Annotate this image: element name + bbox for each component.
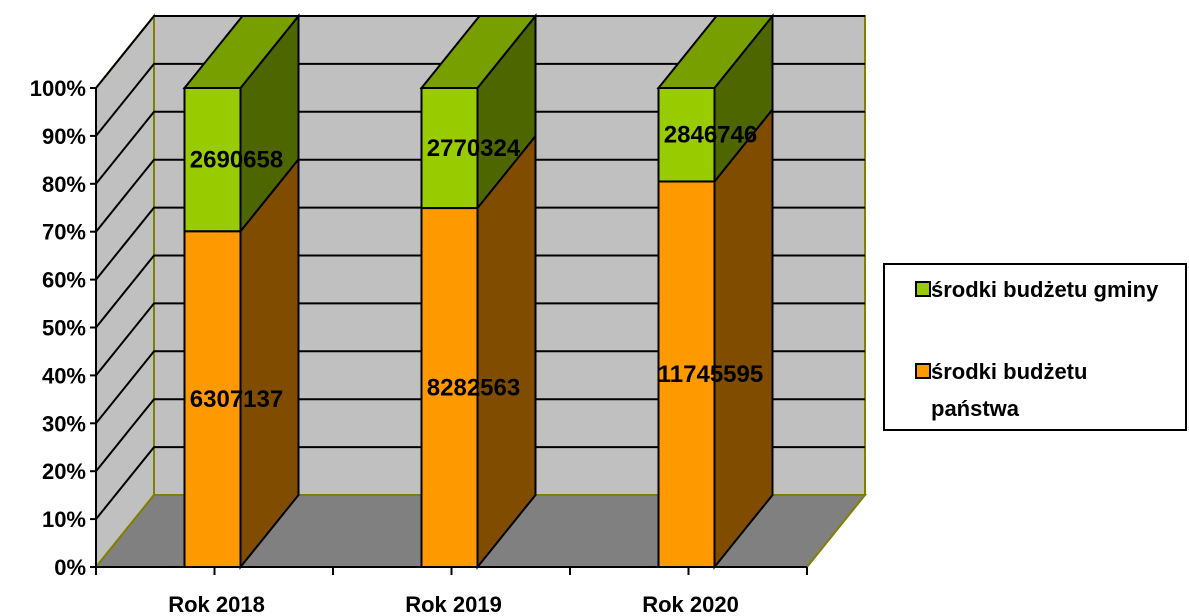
bar-segment (182, 13, 301, 235)
y-tick-label: 40% (42, 363, 86, 388)
data-label: 11745595 (658, 361, 763, 388)
data-label: 2690658 (190, 147, 283, 174)
gridline (95, 15, 865, 89)
bar-side (476, 133, 537, 570)
bar-segment (420, 133, 537, 570)
bar-front (183, 87, 242, 233)
data-label: 2770324 (427, 135, 521, 162)
bar-front (183, 230, 242, 568)
bar-segment (183, 156, 300, 570)
data-label: 2846746 (664, 122, 757, 149)
legend-label-gminy: środki budżetu gminy (931, 277, 1159, 302)
gridline (95, 350, 865, 424)
y-tick-label: 10% (42, 507, 86, 532)
gridline (95, 110, 865, 185)
y-tick-label: 50% (42, 316, 86, 341)
x-category-label: Rok 2020 (642, 592, 739, 616)
gridline (95, 302, 865, 377)
y-tick-label: 30% (42, 411, 86, 436)
y-tick-label: 0% (54, 555, 86, 580)
bar-segment (419, 13, 538, 211)
bar-front (420, 207, 479, 568)
y-tick-label: 20% (42, 459, 86, 484)
y-tick-label: 90% (42, 124, 86, 149)
x-category-label: Rok 2019 (405, 592, 502, 616)
bar-segment (656, 13, 775, 185)
bar-front (657, 87, 716, 183)
legend: środki budżetu gminy środki budżetu pańs… (883, 263, 1187, 431)
legend-swatch-panstwa (915, 363, 931, 379)
gridline (95, 206, 865, 281)
gridline (95, 398, 865, 472)
bar-segment (657, 106, 774, 570)
y-tick-label: 70% (42, 220, 86, 245)
x-category-label: Rok 2018 (168, 592, 265, 616)
data-label: 6307137 (190, 386, 283, 413)
y-tick-label: 100% (30, 76, 86, 101)
gridline (95, 62, 865, 137)
gridline (95, 446, 865, 520)
bar-side (713, 106, 774, 570)
data-label: 8282563 (427, 375, 520, 402)
y-tick-label: 60% (42, 268, 86, 293)
gridline (95, 158, 865, 233)
gridline (95, 254, 865, 329)
legend-swatch-gminy (915, 281, 931, 297)
bar-front (657, 180, 716, 569)
y-tick-label: 80% (42, 172, 86, 197)
legend-label-panstwa: środki budżetu państwa (931, 359, 1088, 421)
bar-front (420, 87, 479, 210)
